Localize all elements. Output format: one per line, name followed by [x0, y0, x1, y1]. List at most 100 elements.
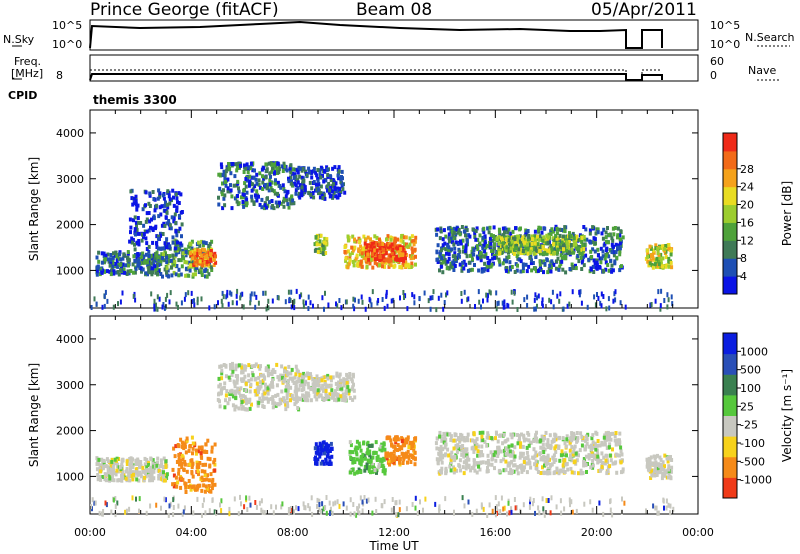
range-cell — [141, 465, 145, 470]
range-cell — [98, 467, 102, 471]
range-cell — [578, 289, 581, 295]
range-cell — [197, 251, 201, 256]
range-cell — [295, 368, 299, 373]
range-cell — [126, 250, 130, 254]
ground-scatter — [90, 288, 674, 313]
range-cell — [396, 257, 400, 262]
cpid-value: themis 3300 — [93, 93, 177, 107]
range-cell — [455, 444, 459, 449]
range-cell — [618, 252, 622, 257]
range-cell — [543, 460, 547, 464]
range-cell — [297, 387, 301, 392]
range-cell — [389, 237, 393, 242]
range-cell — [651, 256, 655, 261]
range-cell — [355, 253, 359, 258]
range-cell — [410, 239, 414, 244]
range-cell — [200, 296, 203, 302]
range-cell — [380, 448, 384, 453]
range-cell — [286, 189, 290, 194]
range-cell — [175, 484, 179, 489]
range-cell — [568, 231, 571, 236]
range-cell — [290, 367, 294, 372]
range-cell — [140, 269, 143, 274]
range-cell — [319, 165, 323, 170]
range-cell — [437, 295, 440, 301]
range-cell — [510, 471, 514, 476]
range-cell — [330, 395, 334, 400]
range-cell — [608, 305, 611, 311]
range-cell — [205, 262, 209, 267]
range-cell — [101, 304, 104, 310]
y-tick-label: 3000 — [56, 173, 84, 186]
range-cell — [650, 473, 654, 478]
range-cell — [168, 197, 172, 202]
range-cell — [381, 469, 385, 474]
range-cell — [616, 439, 620, 444]
range-cell — [273, 191, 277, 196]
range-cell — [552, 453, 556, 458]
range-cell — [239, 397, 243, 402]
range-cell — [381, 254, 385, 259]
range-cell — [519, 251, 523, 256]
range-cell — [324, 457, 328, 462]
range-cell — [493, 255, 496, 260]
range-cell — [489, 264, 493, 269]
colorbar-tick-label: 12 — [740, 234, 754, 247]
range-cell — [110, 459, 114, 464]
range-cell — [242, 204, 246, 209]
range-cell — [394, 438, 398, 443]
range-cell — [353, 245, 357, 250]
range-cell — [614, 289, 617, 295]
range-cell — [156, 255, 160, 260]
range-cell — [355, 439, 359, 444]
range-cell — [344, 256, 348, 261]
range-cell — [309, 192, 313, 197]
range-cell — [401, 461, 405, 465]
range-cell — [464, 246, 468, 251]
range-cell — [479, 251, 483, 256]
range-cell — [194, 487, 197, 492]
range-cell — [670, 458, 674, 462]
range-cell — [435, 457, 439, 462]
range-cell — [608, 442, 612, 447]
range-cell — [533, 266, 537, 271]
range-cell — [532, 251, 536, 256]
range-cell — [469, 468, 473, 473]
range-cell — [143, 260, 147, 265]
colorbar-tick-label: 28 — [740, 163, 754, 176]
range-cell — [558, 298, 561, 304]
range-cell — [214, 260, 218, 265]
range-cell — [350, 377, 354, 382]
range-cell — [671, 301, 674, 307]
range-cell — [152, 197, 156, 201]
range-cell — [600, 451, 604, 456]
range-cell — [595, 258, 599, 263]
range-cell — [183, 459, 187, 464]
range-cell — [534, 306, 537, 312]
range-cell — [509, 243, 512, 248]
range-cell — [191, 256, 195, 261]
range-cell — [308, 180, 312, 185]
range-cell — [612, 298, 615, 304]
range-cell — [568, 440, 572, 445]
range-cell — [509, 267, 512, 272]
range-cell — [360, 264, 364, 269]
range-cell — [461, 444, 465, 448]
range-cell — [648, 465, 652, 470]
range-cell — [172, 195, 175, 200]
range-cell — [175, 301, 178, 307]
range-cell — [476, 453, 480, 458]
range-cell — [659, 252, 663, 257]
range-cell — [529, 249, 533, 254]
range-cell — [571, 264, 575, 269]
range-cell — [323, 306, 325, 312]
range-cell — [399, 236, 403, 240]
nave-label: Nave — [748, 64, 777, 77]
range-cell — [176, 200, 179, 205]
range-cell — [546, 240, 550, 245]
range-cell — [172, 270, 176, 275]
range-cell — [220, 371, 224, 376]
range-cell — [656, 246, 660, 251]
range-cell — [483, 239, 487, 244]
